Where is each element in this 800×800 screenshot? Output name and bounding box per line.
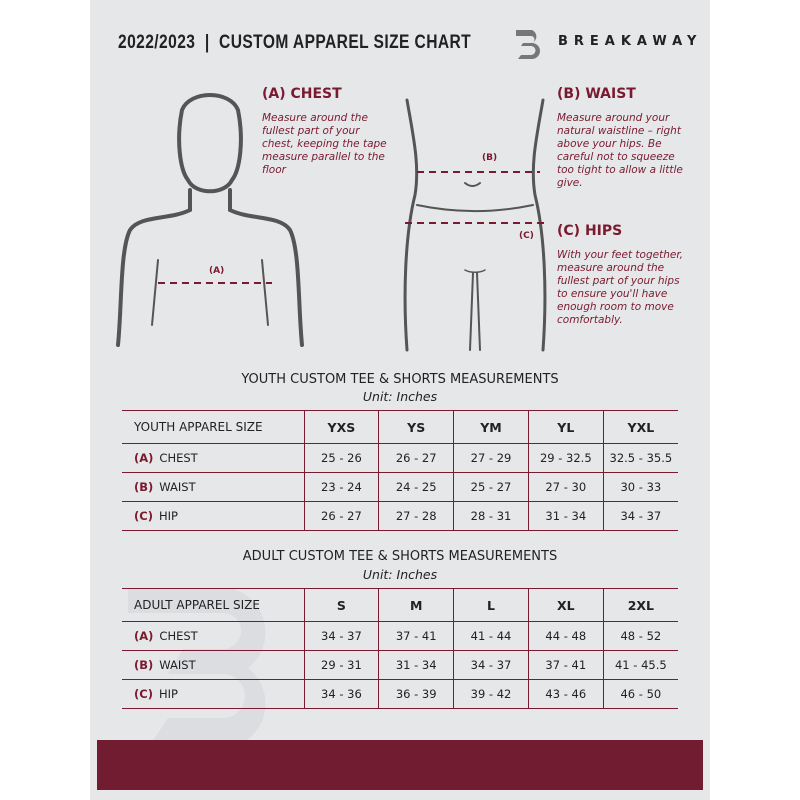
cell: 37 - 41 [378,621,454,651]
size-column: YXL [602,410,678,444]
cell: 23 - 24 [303,472,379,502]
cell: 25 - 27 [453,472,529,502]
upper-body-figure [116,93,304,347]
cell: 29 - 31 [303,650,379,680]
table-row: (B) WAIST 29 - 31 31 - 34 34 - 37 37 - 41 41 … [122,650,678,680]
cell: 43 - 46 [527,679,604,709]
row-label: WAIST [159,658,196,672]
row-letter: (A) [134,451,154,465]
cell: 48 - 52 [602,621,678,651]
size-column: YS [378,410,454,444]
cell: 41 - 45.5 [602,650,678,680]
size-column: S [303,588,379,622]
brand-name: BREAKAWAY [558,34,703,49]
size-column: XL [527,588,604,622]
chest-heading: (A) CHEST [262,86,342,102]
lower-body-figure [403,98,547,352]
waist-marker: (B) [482,153,498,163]
cell: 28 - 31 [453,501,529,531]
chest-marker: (A) [209,266,225,276]
youth-size-table: YOUTH APPAREL SIZE YXS YS YM YL YXL (A) C… [122,410,678,531]
row-letter: (B) [134,658,154,672]
cell: 26 - 27 [378,443,454,473]
cell: 27 - 29 [453,443,529,473]
cell: 30 - 33 [602,472,678,502]
footer-bar [97,740,703,790]
cell: 31 - 34 [378,650,454,680]
cell: 27 - 28 [378,501,454,531]
table-header-row: ADULT APPAREL SIZE S M L XL 2XL [122,588,678,622]
hips-heading: (C) HIPS [557,223,623,239]
cell: 24 - 25 [378,472,454,502]
adult-section-title: ADULT CUSTOM TEE & SHORTS MEASUREMENTS [242,549,558,564]
youth-section-title: YOUTH CUSTOM TEE & SHORTS MEASUREMENTS [241,372,559,387]
cell: 34 - 37 [453,650,529,680]
adult-unit: Unit: Inches [362,567,438,582]
breakaway-logo-icon [516,30,540,59]
table-row: (C) HIP 26 - 27 27 - 28 28 - 31 31 - 34 34 - … [122,501,678,531]
cell: 39 - 42 [453,679,529,709]
size-column: L [453,588,529,622]
size-column: YL [527,410,604,444]
cell: 32.5 - 35.5 [602,443,678,473]
page-title: 2022/2023 | CUSTOM APPAREL SIZE CHART [118,32,472,53]
cell: 29 - 32.5 [527,443,604,473]
chest-description: Measure around the fullest part of your … [262,112,387,176]
row-letter: (B) [134,480,154,494]
waist-heading: (B) WAIST [557,86,636,102]
hips-marker: (C) [519,231,534,241]
cell: 34 - 37 [602,501,678,531]
size-header: YOUTH APPAREL SIZE [122,410,304,444]
table-header-row: YOUTH APPAREL SIZE YXS YS YM YL YXL [122,410,678,444]
cell: 41 - 44 [453,621,529,651]
row-label: WAIST [159,480,196,494]
row-letter: (C) [134,687,153,701]
size-column: 2XL [602,588,678,622]
cell: 26 - 27 [303,501,379,531]
size-column: YM [453,410,529,444]
cell: 27 - 30 [527,472,604,502]
row-label: CHEST [159,451,198,465]
adult-size-table: ADULT APPAREL SIZE S M L XL 2XL (A) CHEST… [122,588,678,709]
cell: 34 - 36 [303,679,379,709]
cell: 31 - 34 [527,501,604,531]
cell: 36 - 39 [378,679,454,709]
table-row: (A) CHEST 34 - 37 37 - 41 41 - 44 44 - 48 48 … [122,621,678,651]
size-column: M [378,588,454,622]
cell: 25 - 26 [303,443,379,473]
row-letter: (C) [134,509,153,523]
table-row: (C) HIP 34 - 36 36 - 39 39 - 42 43 - 46 46 - … [122,679,678,709]
youth-unit: Unit: Inches [362,389,438,404]
size-header: ADULT APPAREL SIZE [122,588,304,622]
hips-description: With your feet together, measure around … [557,249,684,326]
table-row: (B) WAIST 23 - 24 24 - 25 25 - 27 27 - 30 30 … [122,472,678,502]
waist-description: Measure around your natural waistline – … [557,112,683,189]
cell: 44 - 48 [527,621,604,651]
cell: 34 - 37 [303,621,379,651]
row-label: HIP [158,687,178,701]
row-letter: (A) [134,629,154,643]
cell: 46 - 50 [602,679,678,709]
cell: 37 - 41 [527,650,604,680]
row-label: CHEST [159,629,198,643]
row-label: HIP [158,509,178,523]
table-row: (A) CHEST 25 - 26 26 - 27 27 - 29 29 - 32.5 3… [122,443,678,473]
size-column: YXS [303,410,379,444]
